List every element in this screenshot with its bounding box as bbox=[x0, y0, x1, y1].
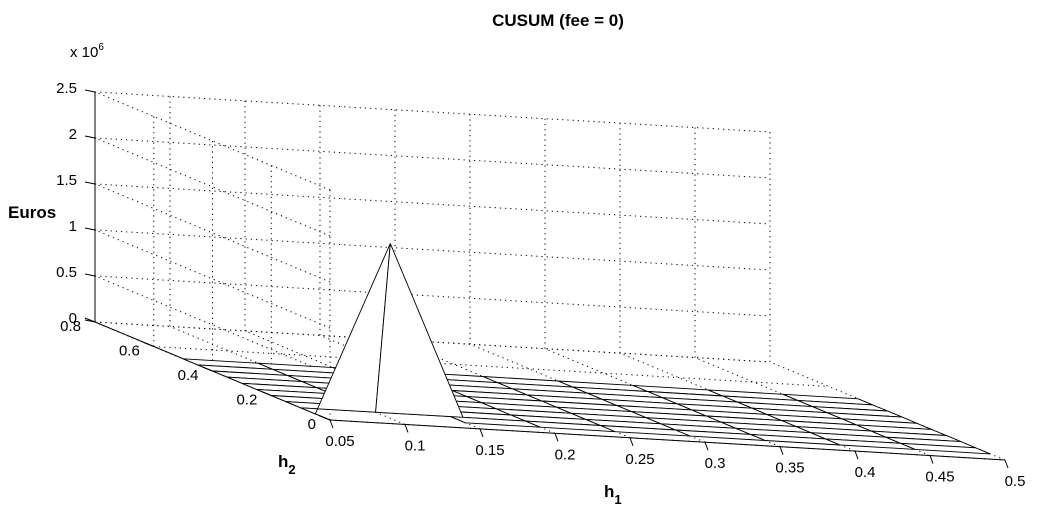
x-tick-label: 0.5 bbox=[1005, 473, 1026, 490]
y-tick-mark bbox=[202, 366, 213, 372]
y-tick-label: 0.8 bbox=[60, 318, 81, 335]
x-tick-mark bbox=[854, 450, 859, 460]
x-tick-mark bbox=[704, 442, 709, 451]
grid-line-back-z bbox=[94, 91, 771, 133]
grid-line-back-z bbox=[94, 183, 771, 225]
x-tick-mark bbox=[629, 437, 634, 446]
x-tick-mark bbox=[329, 419, 334, 429]
z-tick-mark bbox=[84, 273, 96, 277]
y-tick-label: 0.6 bbox=[119, 343, 140, 360]
y-tick-label: 0.4 bbox=[178, 367, 199, 384]
x-tick-label: 0.2 bbox=[555, 446, 576, 463]
chart-title: CUSUM (fee = 0) bbox=[492, 11, 624, 30]
x-tick-label: 0.4 bbox=[855, 464, 876, 481]
z-tick-label: 0 bbox=[69, 310, 77, 327]
grid-line-left-z bbox=[94, 91, 331, 191]
y-axis-label-main: h bbox=[278, 452, 288, 471]
y-axis-label: h2 bbox=[278, 452, 296, 477]
x-axis-label: h1 bbox=[604, 482, 622, 507]
y-tick-mark bbox=[84, 317, 96, 323]
x-tick-mark bbox=[779, 446, 784, 455]
tick-labels: 0 0.5 1 1.5 2 2.5 0 0.2 0.4 0.6 0.8 0.05 0.1 0.15 0.2 0… bbox=[56, 80, 1025, 490]
x-tick-label: 0.15 bbox=[475, 442, 504, 459]
x-tick-mark bbox=[404, 424, 409, 433]
grid-line-left-z bbox=[94, 229, 331, 329]
x-tick-label: 0.05 bbox=[325, 433, 354, 450]
z-axis-label: Euros bbox=[8, 203, 56, 222]
grid-line-floor-y bbox=[94, 321, 771, 363]
x-tick-mark bbox=[1004, 459, 1009, 469]
z-tick-mark bbox=[84, 181, 96, 185]
x-tick-mark bbox=[479, 428, 484, 438]
z-tick-label: 1.5 bbox=[56, 172, 77, 189]
x-tick-label: 0.3 bbox=[705, 455, 726, 472]
x-tick-label: 0.1 bbox=[405, 437, 426, 454]
grid-line-left-z bbox=[94, 275, 331, 375]
y-tick-label: 0 bbox=[308, 416, 316, 433]
x-axis-label-sub: 1 bbox=[614, 492, 621, 507]
surface-cell bbox=[900, 442, 991, 455]
z-multiplier-exponent: 6 bbox=[98, 42, 104, 53]
x-tick-mark bbox=[554, 433, 559, 442]
z-multiplier-base: x 10 bbox=[70, 44, 98, 61]
x-tick-label: 0.25 bbox=[625, 451, 654, 468]
grid-line-back-z bbox=[94, 137, 771, 179]
y-tick-mark bbox=[261, 391, 272, 396]
x-tick-label: 0.45 bbox=[925, 469, 954, 486]
z-tick-label: 2 bbox=[69, 126, 77, 143]
grid-line-back-z bbox=[94, 275, 771, 317]
x-tick-label: 0.35 bbox=[775, 460, 804, 477]
z-multiplier: x 106 bbox=[70, 42, 104, 61]
z-tick-mark bbox=[84, 135, 96, 139]
z-tick-label: 1 bbox=[69, 218, 77, 235]
z-tick-label: 2.5 bbox=[56, 80, 77, 97]
z-tick-mark bbox=[84, 89, 96, 93]
grid-line-left-z bbox=[94, 183, 331, 283]
grid-line-back-z bbox=[94, 229, 771, 271]
y-tick-label: 0.2 bbox=[236, 392, 257, 409]
x-axis-label-main: h bbox=[604, 482, 614, 501]
z-tick-label: 0.5 bbox=[56, 264, 77, 281]
z-tick-mark bbox=[84, 227, 96, 231]
x-tick-mark bbox=[929, 455, 934, 464]
grid-line-left-z bbox=[94, 137, 331, 237]
y-tick-mark bbox=[319, 415, 331, 421]
surface-cell bbox=[375, 243, 467, 424]
grid-line-floor-y bbox=[153, 346, 829, 387]
y-axis-label-sub: 2 bbox=[288, 462, 295, 477]
x-axis-line bbox=[329, 419, 1006, 461]
y-tick-mark bbox=[143, 342, 154, 347]
surface-mesh bbox=[182, 243, 991, 455]
